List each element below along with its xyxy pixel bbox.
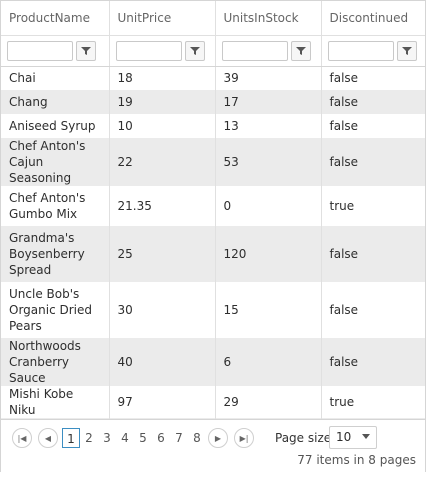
last-page-button[interactable]: ▶|: [234, 428, 254, 448]
cell-discontinued: false: [329, 303, 359, 317]
cell-discontinued: true: [329, 395, 355, 409]
page-5-button[interactable]: 5: [139, 431, 147, 445]
cell-discontinued: false: [329, 119, 359, 133]
cell-productname: Chef Anton's Gumbo Mix: [1, 186, 110, 226]
page-size-value: 10: [336, 430, 352, 444]
filter-icon: [189, 46, 200, 55]
cell-unitprice: 18: [109, 66, 216, 90]
cell-unitsinstock: 13: [215, 114, 322, 138]
cell-unitsinstock: 6: [215, 338, 322, 386]
first-page-icon: |◀: [17, 433, 27, 443]
cell-unitsinstock: 53: [215, 138, 322, 186]
total-items: 77: [297, 453, 313, 467]
filter-button-unitprice[interactable]: [184, 40, 205, 61]
cell-productname: Uncle Bob's Organic Dried Pears: [1, 282, 110, 338]
filter-button-productname[interactable]: [76, 40, 96, 61]
cell-productname: Grandma's Boysenberry Spread: [1, 226, 110, 282]
next-page-button[interactable]: ▶: [208, 428, 228, 448]
pager-info: 77 items in 8 pages: [297, 453, 416, 467]
cell-unitprice: 40: [109, 338, 216, 386]
cell-discontinued: false: [321, 90, 425, 114]
pages-text: pages: [379, 453, 416, 467]
page-8-button[interactable]: 8: [193, 431, 201, 445]
last-page-icon: ▶|: [239, 433, 249, 443]
table-row[interactable]: Chai 18 39 false: [1, 66, 425, 90]
cell-discontinued: false: [321, 338, 425, 386]
filter-input-unitsinstock[interactable]: [221, 40, 288, 61]
table-row[interactable]: Northwoods Cranberry Sauce 40 6 false: [1, 338, 425, 386]
cell-unitprice: 97: [109, 386, 216, 418]
cell-unitprice: 30: [109, 282, 216, 338]
page-size-dropdown[interactable]: 10: [329, 426, 377, 449]
filter-input-discontinued[interactable]: [327, 40, 394, 61]
pager: |◀ ◀ 1 2 3 4 5 6 7 8 ▶ ▶| Page size: 10 …: [1, 419, 425, 472]
cell-unitsinstock: 39: [215, 66, 322, 90]
table-row[interactable]: Aniseed Syrup 10 13 false: [1, 114, 425, 138]
filter-icon: [81, 46, 91, 55]
page-6-button[interactable]: 6: [157, 431, 165, 445]
next-page-icon: ▶: [214, 433, 222, 443]
table-row[interactable]: Uncle Bob's Organic Dried Pears 30 15 fa…: [1, 282, 425, 338]
filter-icon: [401, 46, 412, 55]
column-header-discontinued[interactable]: Discontinued: [321, 1, 425, 36]
prev-page-button[interactable]: ◀: [38, 428, 58, 448]
page-4-button[interactable]: 4: [121, 431, 129, 445]
table-row[interactable]: Chang 19 17 false: [1, 90, 425, 114]
page-7-button[interactable]: 7: [175, 431, 183, 445]
page-size-label: Page size:: [275, 431, 336, 445]
cell-productname: Mishi Kobe Niku: [1, 386, 110, 418]
cell-productname: Aniseed Syrup: [1, 114, 110, 138]
filter-button-discontinued[interactable]: [396, 40, 417, 61]
table-row[interactable]: Chef Anton's Cajun Seasoning 22 53 false: [1, 138, 425, 186]
cell-unitsinstock: 29: [215, 386, 322, 418]
cell-productname: Chai: [1, 66, 110, 90]
cell-productname: Chef Anton's Cajun Seasoning: [1, 138, 110, 186]
column-header-unitprice[interactable]: UnitPrice: [109, 1, 216, 36]
filter-button-unitsinstock[interactable]: [290, 40, 311, 61]
first-page-button[interactable]: |◀: [12, 428, 32, 448]
column-header-unitsinstock[interactable]: UnitsInStock: [215, 1, 322, 36]
page-2-button[interactable]: 2: [85, 431, 93, 445]
table-row[interactable]: Grandma's Boysenberry Spread 25 120 fals…: [1, 226, 425, 282]
cell-unitsinstock: 120: [215, 226, 322, 282]
page-3-button[interactable]: 3: [103, 431, 111, 445]
table-row[interactable]: Chef Anton's Gumbo Mix 21.35 0 true: [1, 186, 425, 226]
cell-discontinued: false: [321, 138, 425, 186]
prev-page-icon: ◀: [44, 433, 52, 443]
cell-discontinued: false: [321, 226, 425, 282]
total-pages: 8: [368, 453, 376, 467]
filter-row: [1, 35, 425, 67]
products-grid: ProductName UnitPrice UnitsInStock Disco…: [0, 0, 426, 472]
grid-table: ProductName UnitPrice UnitsInStock Disco…: [1, 1, 425, 442]
filter-icon: [295, 46, 306, 55]
filter-input-productname[interactable]: [7, 40, 73, 61]
cell-unitsinstock: 15: [215, 282, 322, 338]
cell-unitprice: 10: [109, 114, 216, 138]
cell-unitprice: 25: [109, 226, 216, 282]
filter-input-unitprice[interactable]: [115, 40, 182, 61]
cell-productname: Chang: [1, 90, 110, 114]
cell-discontinued: true: [329, 199, 355, 213]
cell-productname: Northwoods Cranberry Sauce: [1, 338, 110, 386]
items-in-text: items in: [316, 453, 365, 467]
header-row: ProductName UnitPrice UnitsInStock Disco…: [1, 1, 425, 36]
cell-discontinued: false: [329, 71, 359, 86]
cell-unitprice: 21.35: [109, 186, 216, 226]
cell-unitprice: 22: [109, 138, 216, 186]
chevron-down-icon: [362, 434, 370, 439]
page-1-button[interactable]: 1: [62, 428, 80, 448]
table-row[interactable]: Mishi Kobe Niku 97 29 true: [1, 386, 425, 418]
cell-unitprice: 19: [109, 90, 216, 114]
cell-unitsinstock: 17: [215, 90, 322, 114]
column-header-productname[interactable]: ProductName: [1, 1, 110, 36]
cell-unitsinstock: 0: [215, 186, 322, 226]
